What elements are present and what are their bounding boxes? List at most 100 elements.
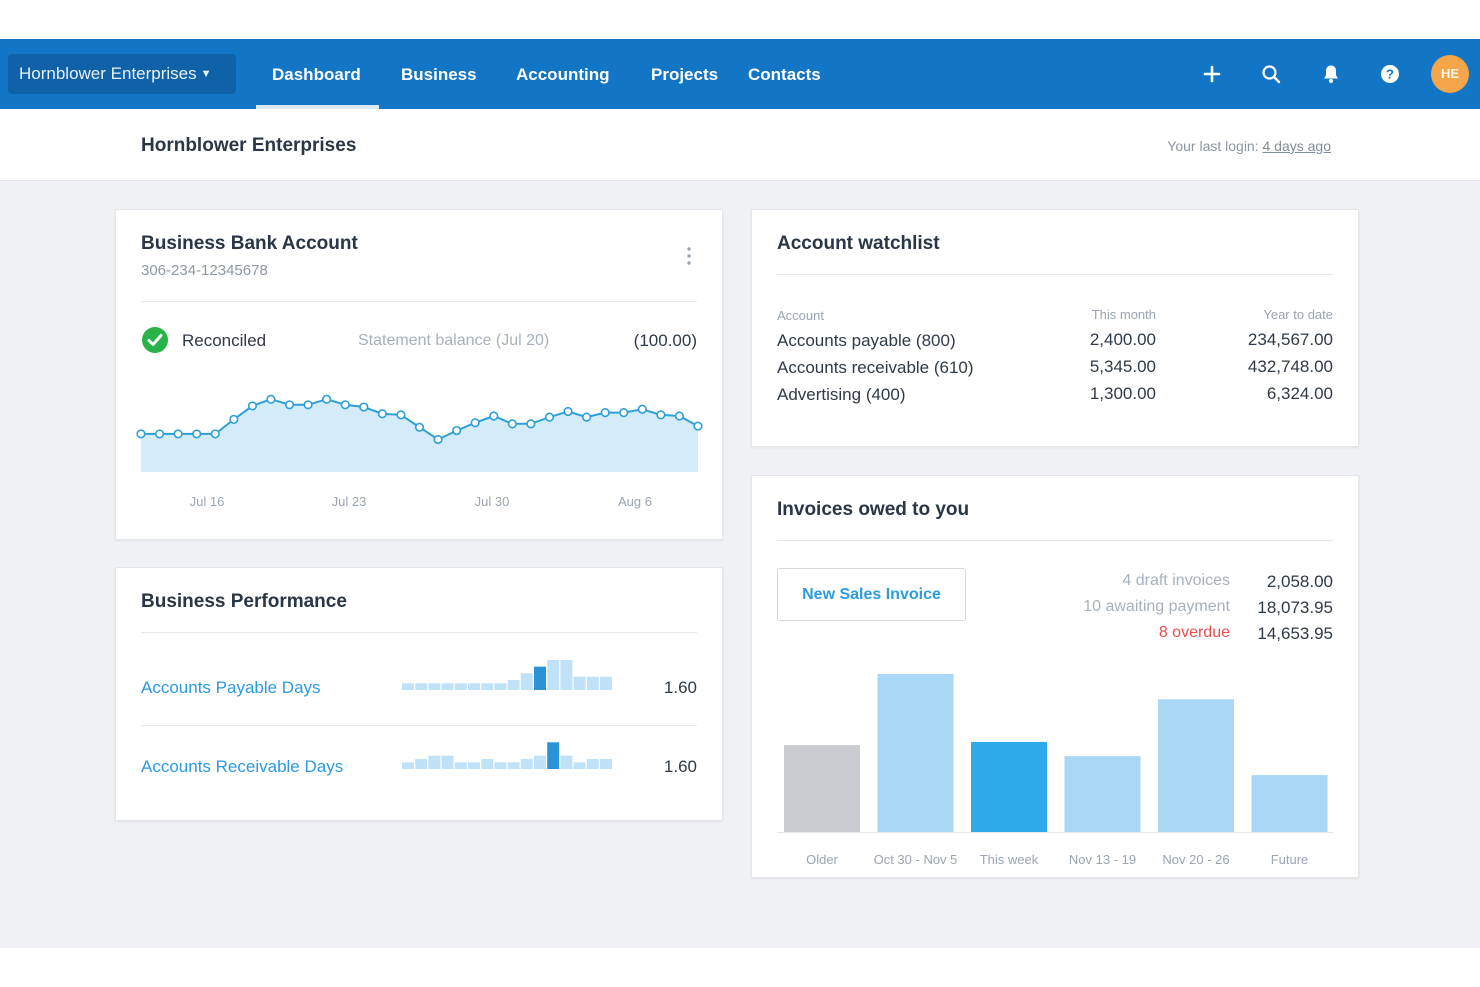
- caret-down-icon: ▼: [200, 68, 212, 80]
- last-login-link[interactable]: 4 days ago: [1262, 138, 1332, 154]
- accounts-payable-days-link[interactable]: Accounts Payable Days: [141, 678, 321, 697]
- chart-point[interactable]: [247, 401, 257, 411]
- account-watchlist-card: Account watchlist Account This month Yea…: [751, 209, 1359, 447]
- awaiting-payment-link[interactable]: 10 awaiting payment: [1083, 598, 1230, 615]
- nav-contacts[interactable]: Contacts: [748, 65, 821, 84]
- sparkline-bar: [560, 755, 573, 769]
- sparkline-bar: [547, 742, 560, 769]
- chart-point[interactable]: [693, 421, 703, 431]
- watchlist-year-to-date: 6,324.00: [1266, 384, 1333, 403]
- chart-x-tick-label: This week: [980, 852, 1039, 867]
- draft-invoices-link[interactable]: 4 draft invoices: [1122, 572, 1230, 589]
- bank-account-title[interactable]: Business Bank Account: [141, 233, 358, 254]
- chart-x-tick-label: Jul 16: [190, 494, 225, 509]
- new-sales-invoice-button[interactable]: New Sales Invoice: [777, 568, 966, 621]
- sparkline-bar: [494, 683, 507, 690]
- nav-projects[interactable]: Projects: [651, 65, 719, 84]
- plus-icon[interactable]: [1199, 61, 1225, 87]
- watchlist-account-name[interactable]: Advertising (400): [777, 385, 906, 404]
- invoice-bar[interactable]: [877, 674, 954, 832]
- chart-point[interactable]: [414, 422, 425, 432]
- more-options-icon[interactable]: [686, 246, 692, 266]
- sparkline-bar: [428, 683, 441, 690]
- sparkline-bar: [520, 759, 533, 769]
- nav-business[interactable]: Business: [401, 65, 477, 84]
- chart-point[interactable]: [173, 429, 183, 439]
- help-icon[interactable]: ?: [1377, 61, 1403, 87]
- chart-point[interactable]: [674, 411, 685, 421]
- chart-point[interactable]: [582, 412, 592, 422]
- sparkline-bar: [507, 762, 520, 769]
- header-account: Account: [777, 308, 824, 323]
- chart-point[interactable]: [136, 429, 146, 439]
- sparkline-bar: [402, 762, 414, 769]
- sparkline-bar: [454, 762, 467, 769]
- chart-point[interactable]: [340, 400, 350, 410]
- chart-point[interactable]: [470, 418, 480, 428]
- invoices-owed-title[interactable]: Invoices owed to you: [777, 499, 970, 520]
- chart-point[interactable]: [284, 400, 295, 410]
- chart-point[interactable]: [526, 419, 536, 429]
- search-icon[interactable]: [1258, 61, 1284, 87]
- organization-switcher[interactable]: Hornblower Enterprises ▼: [8, 54, 236, 94]
- chart-point[interactable]: [637, 404, 647, 414]
- watchlist-account-name[interactable]: Accounts payable (800): [777, 331, 956, 350]
- chart-point[interactable]: [433, 434, 443, 445]
- invoice-bar[interactable]: [971, 741, 1047, 832]
- sparkline-bar: [441, 683, 454, 690]
- bank-account-card: Business Bank Account 306-234-12345678 R…: [115, 209, 723, 540]
- sparkline-bar: [494, 762, 507, 769]
- chart-point[interactable]: [600, 408, 610, 418]
- chart-point[interactable]: [192, 429, 202, 439]
- chart-point[interactable]: [322, 394, 332, 404]
- chart-point[interactable]: [452, 425, 462, 436]
- overdue-invoices-link[interactable]: 8 overdue: [1158, 624, 1230, 641]
- sparkline-bar: [573, 676, 586, 690]
- chart-x-tick-label: Jul 30: [475, 494, 510, 509]
- organization-name: Hornblower Enterprises: [19, 64, 197, 83]
- user-avatar[interactable]: HE: [1431, 55, 1469, 93]
- chart-x-tick-label: Older: [806, 852, 838, 867]
- chart-point[interactable]: [396, 410, 406, 420]
- account-watchlist-title[interactable]: Account watchlist: [777, 233, 940, 254]
- nav-accounting[interactable]: Accounting: [516, 65, 610, 84]
- watchlist-account-name[interactable]: Accounts receivable (610): [777, 358, 974, 377]
- chart-point[interactable]: [507, 419, 517, 429]
- chart-point[interactable]: [303, 400, 313, 410]
- invoice-bar[interactable]: [1158, 699, 1234, 832]
- sparkline-bar: [481, 683, 494, 690]
- sparkline-bar: [520, 673, 533, 690]
- chart-point[interactable]: [563, 406, 573, 417]
- chart-point[interactable]: [229, 414, 239, 424]
- chart-point[interactable]: [489, 411, 499, 421]
- bank-balance-chart: Jul 16 Jul 23 Jul 30 Aug 6: [136, 394, 703, 509]
- invoice-bar[interactable]: [1064, 756, 1141, 832]
- chart-x-tick-label: Nov 13 - 19: [1069, 852, 1136, 867]
- sparkline-bar: [415, 683, 428, 690]
- chart-point[interactable]: [266, 394, 276, 404]
- accounts-receivable-days-link[interactable]: Accounts Receivable Days: [141, 757, 344, 776]
- business-performance-title: Business Performance: [141, 591, 347, 612]
- divider: [141, 725, 697, 726]
- chart-point[interactable]: [544, 412, 555, 422]
- statement-balance-value: (100.00): [633, 331, 697, 350]
- sparkline-bar: [402, 683, 414, 690]
- nav-dashboard[interactable]: Dashboard: [256, 39, 379, 109]
- bell-icon[interactable]: [1318, 61, 1344, 87]
- invoice-bar[interactable]: [1251, 775, 1328, 832]
- chart-point[interactable]: [377, 409, 387, 419]
- watchlist-this-month: 1,300.00: [1089, 384, 1156, 403]
- chart-point[interactable]: [656, 410, 666, 420]
- checkmark-icon: [141, 326, 169, 354]
- svg-text:?: ?: [1386, 67, 1394, 82]
- last-login-info: Your last login: 4 days ago: [1167, 138, 1331, 154]
- chart-point[interactable]: [359, 402, 369, 412]
- chart-point[interactable]: [154, 429, 165, 439]
- divider: [777, 274, 1333, 275]
- business-performance-card: Business Performance Accounts Payable Da…: [115, 567, 723, 821]
- chart-point[interactable]: [210, 429, 220, 439]
- chart-point[interactable]: [619, 408, 629, 418]
- divider: [141, 632, 697, 633]
- page-title: Hornblower Enterprises: [141, 135, 357, 156]
- invoice-bar[interactable]: [784, 745, 860, 832]
